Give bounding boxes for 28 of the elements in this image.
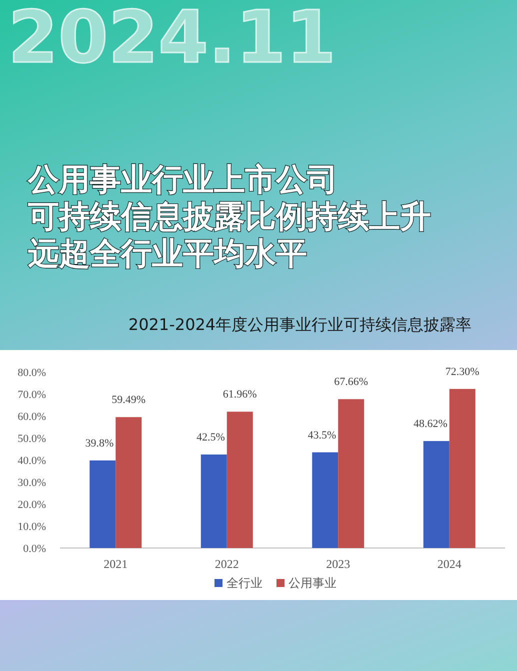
data-label: 48.62% <box>413 418 448 430</box>
x-tick-label: 2021 <box>104 557 128 571</box>
chart-subtitle: 2021-2024年度公用事业行业可持续信息披露率 <box>128 315 472 334</box>
legend-label: 公用事业 <box>288 576 336 590</box>
data-label: 67.66% <box>334 376 368 388</box>
data-label: 39.8% <box>85 437 114 450</box>
y-tick-label: 60.0% <box>18 411 46 423</box>
data-label: 61.96% <box>222 388 257 401</box>
y-tick-label: 50.0% <box>18 433 46 445</box>
text: 2024.11 <box>8 0 336 79</box>
data-label: 59.49% <box>112 394 146 406</box>
y-tick-label: 0.0% <box>23 543 46 555</box>
y-tick-label: 80.0% <box>18 367 46 379</box>
chart-title: 公用事业行业上市公司 <box>27 162 338 198</box>
data-label: 43.5% <box>308 429 336 442</box>
y-tick-label: 40.0% <box>18 455 46 467</box>
text: 可持续信息披露比例持续上升 <box>27 199 431 235</box>
y-tick-label: 70.0% <box>18 389 46 401</box>
x-tick-label: 2024 <box>437 557 462 571</box>
y-tick-label: 30.0% <box>18 477 46 489</box>
y-tick-label: 20.0% <box>18 499 46 511</box>
text: 远超全行业平均水平 <box>27 236 307 272</box>
data-label: 42.5% <box>196 432 225 444</box>
data-label: 72.30% <box>445 366 480 378</box>
legend-label: 全行业 <box>226 576 262 590</box>
y-tick-label: 10.0% <box>18 521 46 533</box>
x-tick-label: 2022 <box>214 557 239 571</box>
x-tick-label: 2023 <box>326 557 350 571</box>
